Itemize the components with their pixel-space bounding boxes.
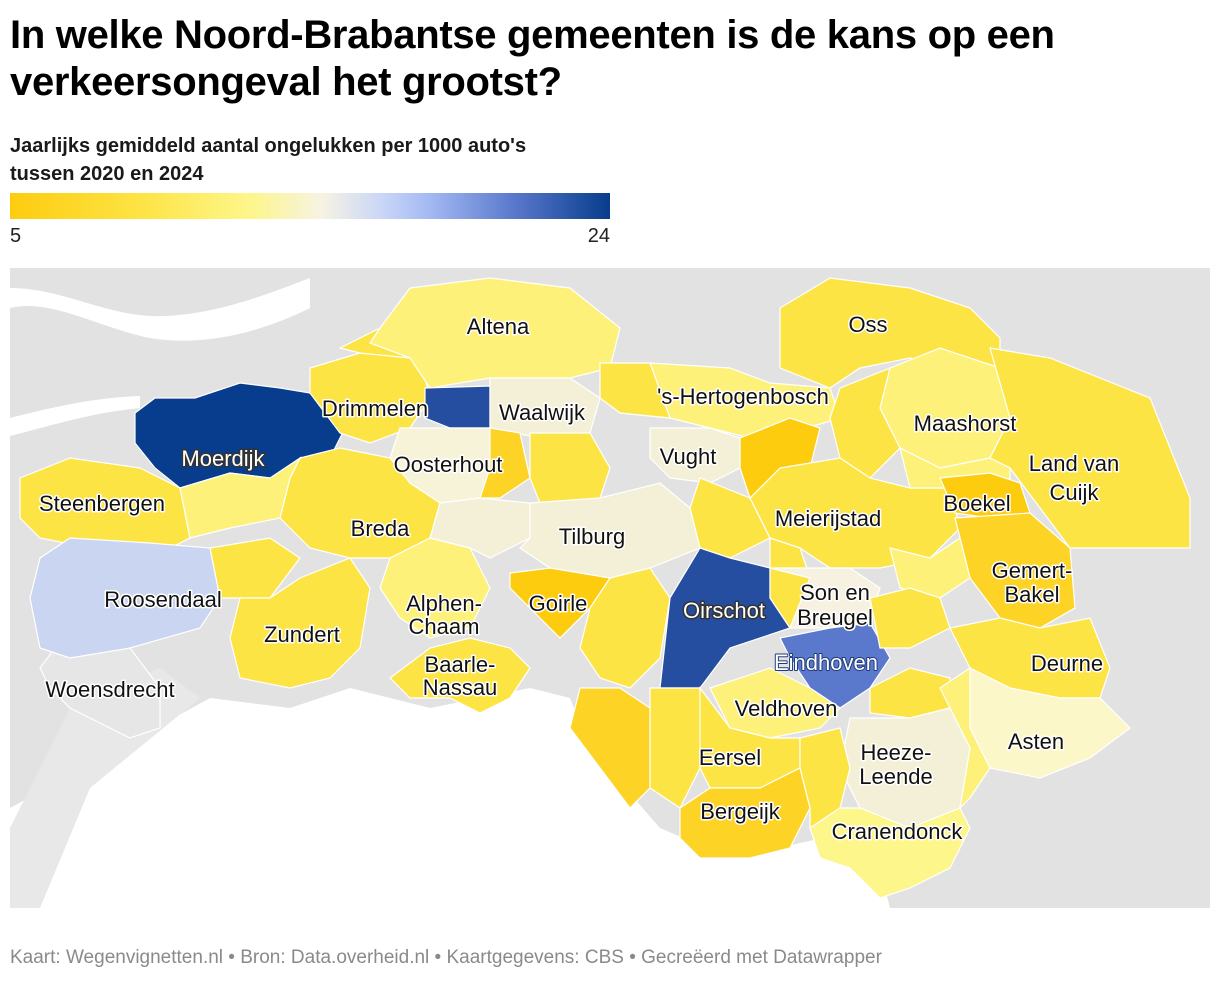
legend-gradient-bar (10, 193, 610, 219)
label-eindhoven: Eindhoven (774, 650, 878, 675)
east-land (1070, 538, 1210, 738)
label-heeze-2: Leende (859, 764, 932, 789)
color-legend: 5 24 (10, 193, 610, 247)
municipality-rucphen (209, 537, 301, 599)
label-roosendaal: Roosendaal (104, 587, 221, 612)
label-bergeijk: Bergeijk (700, 799, 780, 824)
label-gemert-2: Bakel (1004, 582, 1059, 607)
label-drimmelen: Drimmelen (322, 396, 428, 421)
label-alphen-2: Chaam (409, 614, 480, 639)
municipality-cranendonck (809, 807, 971, 899)
legend-min-label: 5 (10, 225, 22, 247)
label-son-1: Son en (800, 580, 870, 605)
municipality-dongen (479, 427, 531, 499)
label-oirschot: Oirschot (683, 598, 765, 623)
municipality-bergeijk (679, 767, 811, 859)
label-land-van-cuijk-2: Cuijk (1050, 480, 1100, 505)
municipality-vught (649, 427, 741, 484)
municipality-etten-leur (179, 456, 302, 539)
subtitle-line-1: Jaarlijks gemiddeld aantal ongelukken pe… (10, 135, 527, 157)
municipality-reusel (569, 687, 651, 809)
municipality-geertruidenberg (424, 385, 491, 429)
municipality-baarle-nassau (389, 637, 531, 714)
label-tilburg: Tilburg (559, 524, 625, 549)
label-oosterhout: Oosterhout (394, 452, 503, 477)
label-land-van-cuijk-1: Land van (1029, 451, 1120, 476)
label-zundert: Zundert (264, 622, 340, 647)
label-boekel: Boekel (943, 491, 1010, 516)
label-steenbergen: Steenbergen (39, 491, 165, 516)
label-hertogenbosch: 's-Hertogenbosch (657, 384, 829, 409)
label-altena: Altena (467, 314, 530, 339)
choropleth-map: Altena Drimmelen Waalwijk 's-Hertogenbos… (10, 268, 1210, 908)
label-breda: Breda (351, 516, 410, 541)
label-baarle-2: Nassau (423, 675, 498, 700)
label-baarle-1: Baarle- (425, 652, 496, 677)
label-vught: Vught (660, 444, 717, 469)
label-goirle: Goirle (529, 591, 588, 616)
chart-subtitle: Jaarlijks gemiddeld aantal ongelukken pe… (10, 132, 650, 188)
municipality-oirschot (659, 547, 791, 689)
water-hollands-diep (10, 278, 310, 341)
municipality-werkendam-area (338, 326, 411, 359)
label-veldhoven: Veldhoven (735, 696, 838, 721)
label-gemert-1: Gemert- (992, 558, 1073, 583)
label-heeze-1: Heeze- (861, 740, 932, 765)
source-footer: Kaart: Wegenvignetten.nl • Bron: Data.ov… (10, 947, 882, 968)
municipality-bernheze (829, 367, 901, 479)
municipality-heusden (599, 362, 671, 419)
label-deurne: Deurne (1031, 651, 1103, 676)
municipality-gilze-rijen (429, 497, 531, 559)
belgium-area (10, 688, 890, 908)
label-eersel: Eersel (699, 745, 761, 770)
municipality-son-en-breugel (769, 567, 881, 629)
water-river (10, 396, 140, 436)
chart-title: In welke Noord-Brabantse gemeenten is de… (10, 13, 1055, 104)
subtitle-line-2: tussen 2020 en 2024 (10, 163, 204, 185)
municipality-someren (939, 666, 991, 810)
legend-max-label: 24 (587, 225, 610, 247)
municipality-hilvarenbeek (579, 567, 671, 689)
label-moerdijk: Moerdijk (181, 446, 265, 471)
label-woensdrecht: Woensdrecht (45, 677, 174, 702)
municipality-zundert (229, 557, 371, 689)
municipality-goirle (509, 567, 612, 639)
label-meierijstad: Meierijstad (775, 506, 881, 531)
municipality-laarbeek (889, 537, 971, 599)
label-alphen-1: Alphen- (406, 591, 482, 616)
limburg-area (890, 728, 1210, 908)
label-oss: Oss (848, 312, 887, 337)
label-asten: Asten (1008, 729, 1064, 754)
label-waalwijk: Waalwijk (499, 400, 586, 425)
label-maashorst: Maashorst (914, 411, 1017, 436)
label-cranendonck: Cranendonck (832, 819, 964, 844)
label-son-2: Breugel (797, 605, 873, 630)
municipality-roosendaal (29, 537, 221, 659)
municipality-gemert-bakel (954, 512, 1076, 629)
